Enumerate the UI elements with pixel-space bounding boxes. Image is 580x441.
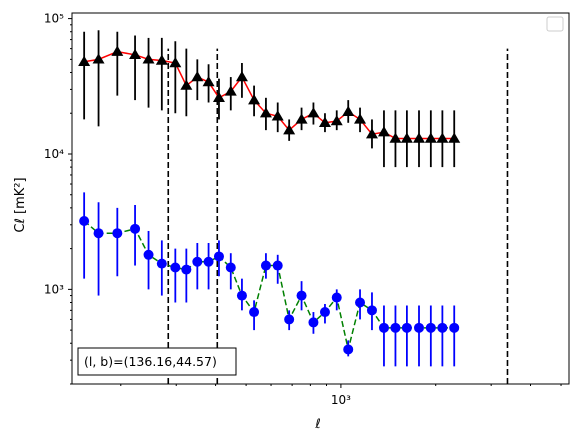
circle-marker xyxy=(401,322,412,333)
circle-marker xyxy=(203,256,214,267)
series-line-0 xyxy=(84,50,455,140)
vertical-lines xyxy=(167,48,509,384)
y-tick-label: 10⁴ xyxy=(44,147,64,161)
circle-marker xyxy=(319,307,330,318)
triangle-marker xyxy=(180,79,193,90)
circle-marker xyxy=(79,215,90,226)
triangle-marker xyxy=(142,53,155,64)
circle-marker xyxy=(378,322,389,333)
axis-ticks xyxy=(68,18,562,388)
plot-frame xyxy=(71,12,570,385)
circle-marker xyxy=(260,260,271,271)
circle-marker xyxy=(449,322,460,333)
circle-marker xyxy=(355,297,366,308)
triangle-marker xyxy=(295,113,308,124)
circle-marker xyxy=(272,260,283,271)
triangle-marker xyxy=(235,71,248,82)
annotation-box xyxy=(77,347,237,376)
triangle-marker xyxy=(224,85,237,96)
circle-marker xyxy=(213,251,224,262)
circle-marker xyxy=(170,262,181,273)
triangle-marker xyxy=(448,132,461,143)
triangle-marker xyxy=(78,55,91,66)
x-axis-label: ℓ xyxy=(314,417,320,432)
triangle-marker xyxy=(389,132,402,143)
triangle-marker xyxy=(307,107,320,118)
circle-marker xyxy=(192,256,203,267)
triangle-marker xyxy=(330,115,343,126)
circle-marker xyxy=(225,262,236,273)
y-axis-label: Cℓ [mK²] xyxy=(13,177,28,232)
circle-marker xyxy=(112,228,123,239)
triangle-marker xyxy=(365,128,378,139)
triangle-marker xyxy=(191,71,204,82)
circle-marker xyxy=(156,258,167,269)
series-lines xyxy=(83,50,455,350)
triangle-marker xyxy=(92,53,105,64)
circle-marker xyxy=(181,264,192,275)
triangle-marker xyxy=(377,126,390,137)
triangle-marker xyxy=(424,132,437,143)
circle-marker xyxy=(296,290,307,301)
circle-marker xyxy=(437,322,448,333)
y-tick-label: 10³ xyxy=(44,282,64,296)
triangle-marker xyxy=(271,110,284,121)
triangle-marker xyxy=(318,116,331,127)
triangle-marker xyxy=(400,132,413,143)
circle-marker xyxy=(425,322,436,333)
series-markers xyxy=(78,45,461,355)
circle-marker xyxy=(390,322,401,333)
circle-marker xyxy=(249,307,260,318)
triangle-marker xyxy=(259,107,272,118)
circle-marker xyxy=(331,292,342,303)
triangle-marker xyxy=(212,91,225,103)
legend-box xyxy=(546,16,564,32)
circle-marker xyxy=(284,314,295,325)
triangle-marker xyxy=(436,132,449,143)
circle-marker xyxy=(130,223,141,234)
error-bars xyxy=(83,30,456,367)
triangle-marker xyxy=(169,56,182,68)
x-tick-label: 10³ xyxy=(331,393,351,407)
triangle-marker xyxy=(202,76,215,87)
triangle-marker xyxy=(111,45,124,56)
triangle-marker xyxy=(155,54,168,65)
triangle-marker xyxy=(412,132,425,143)
annotation-text: (l, b)=(136.16,44.57) xyxy=(84,354,217,369)
circle-marker xyxy=(236,290,247,301)
triangle-marker xyxy=(342,105,355,116)
circle-marker xyxy=(143,249,154,260)
circle-marker xyxy=(366,305,377,316)
circle-marker xyxy=(343,344,354,355)
circle-marker xyxy=(413,322,424,333)
circle-marker xyxy=(308,317,319,328)
triangle-marker xyxy=(129,48,142,60)
y-tick-label: 10⁵ xyxy=(44,12,64,26)
triangle-marker xyxy=(354,113,367,124)
triangle-marker xyxy=(248,94,261,105)
circle-marker xyxy=(93,228,104,239)
triangle-marker xyxy=(283,124,296,135)
tick-labels: 10³ 10⁴ 10⁵ 10³ xyxy=(44,12,351,407)
